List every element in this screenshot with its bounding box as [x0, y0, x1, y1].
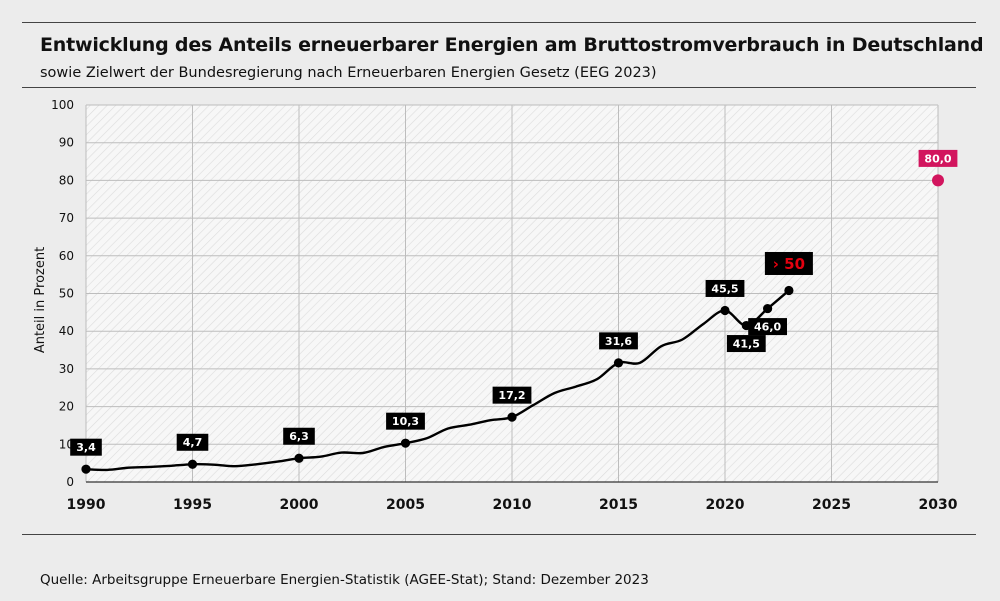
y-tick-label: 50	[59, 287, 74, 301]
data-point	[784, 285, 794, 296]
data-label-box	[492, 386, 532, 404]
target-label-box	[918, 149, 958, 167]
data-label-box	[748, 318, 787, 336]
data-point	[763, 303, 773, 314]
footer-rule	[22, 534, 976, 535]
x-tick-labels: 1990 1995 2000 2005 2010 2015 2020 2025 2030	[67, 497, 958, 513]
data-point	[507, 412, 517, 422]
chart-subtitle: sowie Zielwert der Bundesregierung nach …	[40, 65, 657, 81]
data-label: 6,3	[289, 430, 309, 443]
data-label-box	[283, 427, 315, 445]
y-tick-label: 60	[59, 249, 74, 263]
data-label-box	[599, 332, 638, 350]
y-tick-label: 80	[59, 173, 74, 187]
data-point	[187, 459, 198, 469]
data-label: 41,5	[733, 338, 760, 351]
y-axis-label: Anteil in Prozent	[33, 247, 48, 353]
target-label: 80,0	[924, 152, 951, 165]
data-label: 4,7	[183, 436, 203, 449]
data-label-box	[726, 335, 766, 353]
data-label: 31,6	[605, 335, 632, 348]
y-tick-label: 30	[59, 362, 74, 376]
data-label: 10,3	[392, 415, 419, 428]
x-tick-label: 2005	[386, 497, 425, 513]
x-tick-label: 2030	[919, 497, 958, 513]
top-rule	[22, 22, 976, 23]
header-rule	[22, 87, 976, 88]
data-label-box	[176, 433, 209, 451]
data-point	[613, 358, 624, 368]
x-tick-label: 2015	[599, 497, 638, 513]
data-point	[81, 464, 91, 474]
y-tick-label: 20	[59, 400, 74, 414]
data-point	[294, 453, 304, 463]
x-tick-label: 2025	[812, 497, 851, 513]
x-tick-label: 2010	[493, 497, 532, 513]
y-tick-label: 100	[51, 98, 74, 112]
target-point	[932, 174, 944, 187]
x-tick-label: 2020	[706, 497, 745, 513]
y-tick-label: 0	[66, 475, 74, 489]
y-tick-label: 70	[59, 211, 74, 225]
data-point	[720, 305, 730, 316]
data-label-box	[70, 438, 102, 456]
data-label: 17,2	[498, 389, 525, 402]
data-label: 46,0	[754, 321, 781, 334]
data-label: 3,4	[76, 441, 96, 454]
y-tick-label: 40	[59, 324, 74, 338]
x-tick-label: 1995	[173, 497, 212, 513]
x-tick-label: 2000	[280, 497, 319, 513]
y-tick-label: 90	[59, 136, 74, 150]
data-label-box	[705, 279, 745, 297]
data-labels: 3,4 4,7 6,3 10,3 17,2 31,6 45,5 41,5 46,0 › 50 80,…	[70, 149, 958, 456]
x-tick-label: 1990	[67, 497, 106, 513]
series-line-renewable-share	[84, 289, 791, 472]
data-points	[81, 174, 944, 474]
data-point	[400, 438, 411, 448]
source-note: Quelle: Arbeitsgruppe Erneuerbare Energi…	[40, 572, 649, 588]
data-label-box	[764, 251, 813, 275]
chart-title: Entwicklung des Anteils erneuerbarer Ene…	[40, 34, 984, 56]
y-tick-label: 10	[59, 437, 74, 451]
data-label: › 50	[773, 255, 805, 273]
y-tick-labels: 0 10 20 30 40 50 60 70 80 90 100	[51, 98, 74, 489]
data-label-box	[386, 412, 425, 430]
data-label: 45,5	[711, 282, 738, 295]
